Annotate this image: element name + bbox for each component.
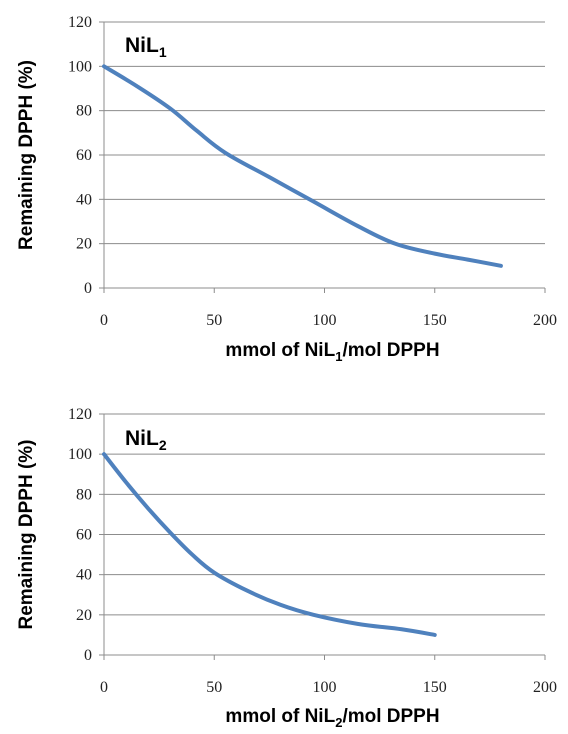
- chart-nil2-y-tick-label-100: 100: [68, 446, 92, 463]
- chart-nil1: 0 20 40 60 80 100 120 0 50 100 150 200 NiL1 mmol o…: [16, 14, 557, 364]
- chart-nil1-gridlines: [104, 21, 545, 245]
- chart-nil2: 0 20 40 60 80 100 120 0 50 100 150 200 NiL2 mmol o…: [16, 406, 557, 730]
- chart-nil2-series-line: [102, 452, 437, 637]
- chart-nil1-y-tick-label-100: 100: [68, 58, 92, 75]
- chart-nil1-x-tick-label-100: 100: [313, 312, 337, 329]
- chart-nil1-y-tick-label-120: 120: [68, 14, 92, 31]
- chart-nil1-y-ticks: 0 20 40 60 80 100 120: [68, 14, 92, 297]
- chart-nil1-panel-label: NiL1: [125, 34, 167, 60]
- chart-nil1-y-tick-label-60: 60: [76, 147, 92, 164]
- chart-nil2-y-axis-label: Remaining DPPH (%): [16, 439, 37, 629]
- chart-nil2-y-tick-label-40: 40: [76, 567, 92, 584]
- chart-nil2-x-axis-label: mmol of NiL2/mol DPPH: [225, 706, 439, 730]
- chart-nil2-x-tick-label-150: 150: [423, 679, 447, 696]
- chart-nil2-y-tick-label-60: 60: [76, 527, 92, 544]
- chart-nil2-x-tick-label-200: 200: [533, 679, 557, 696]
- chart-nil2-x-ticks: 0 50 100 150 200: [100, 679, 557, 696]
- chart-nil2-y-tick-label-20: 20: [76, 607, 92, 624]
- chart-nil1-x-axis-label: mmol of NiL1/mol DPPH: [225, 340, 439, 364]
- chart-nil2-y-tick-label-120: 120: [68, 406, 92, 423]
- chart-nil2-x-tick-label-50: 50: [206, 679, 222, 696]
- chart-nil1-x-tick-label-150: 150: [423, 312, 447, 329]
- chart-nil1-series-line: [102, 64, 503, 268]
- chart-nil1-y-tick-label-20: 20: [76, 236, 92, 253]
- chart-nil1-x-ticks: 0 50 100 150 200: [100, 312, 557, 329]
- chart-nil2-y-tick-label-0: 0: [84, 647, 92, 664]
- chart-nil2-x-tick-label-100: 100: [313, 679, 337, 696]
- chart-nil2-y-tick-label-80: 80: [76, 486, 92, 503]
- chart-nil1-axes: [99, 21, 546, 293]
- chart-nil2-x-tick-label-0: 0: [100, 679, 108, 696]
- chart-nil1-y-axis-label: Remaining DPPH (%): [16, 60, 37, 250]
- chart-nil2-gridlines: [104, 413, 545, 616]
- chart-nil1-y-tick-label-40: 40: [76, 191, 92, 208]
- chart-nil1-x-tick-label-200: 200: [533, 312, 557, 329]
- chart-nil2-panel-label: NiL2: [125, 427, 167, 453]
- chart-nil1-x-tick-label-50: 50: [206, 312, 222, 329]
- chart-nil1-x-tick-label-0: 0: [100, 312, 108, 329]
- chart-nil1-y-tick-label-0: 0: [84, 280, 92, 297]
- chart-nil2-y-ticks: 0 20 40 60 80 100 120: [68, 406, 92, 664]
- chart-nil1-y-tick-label-80: 80: [76, 103, 92, 120]
